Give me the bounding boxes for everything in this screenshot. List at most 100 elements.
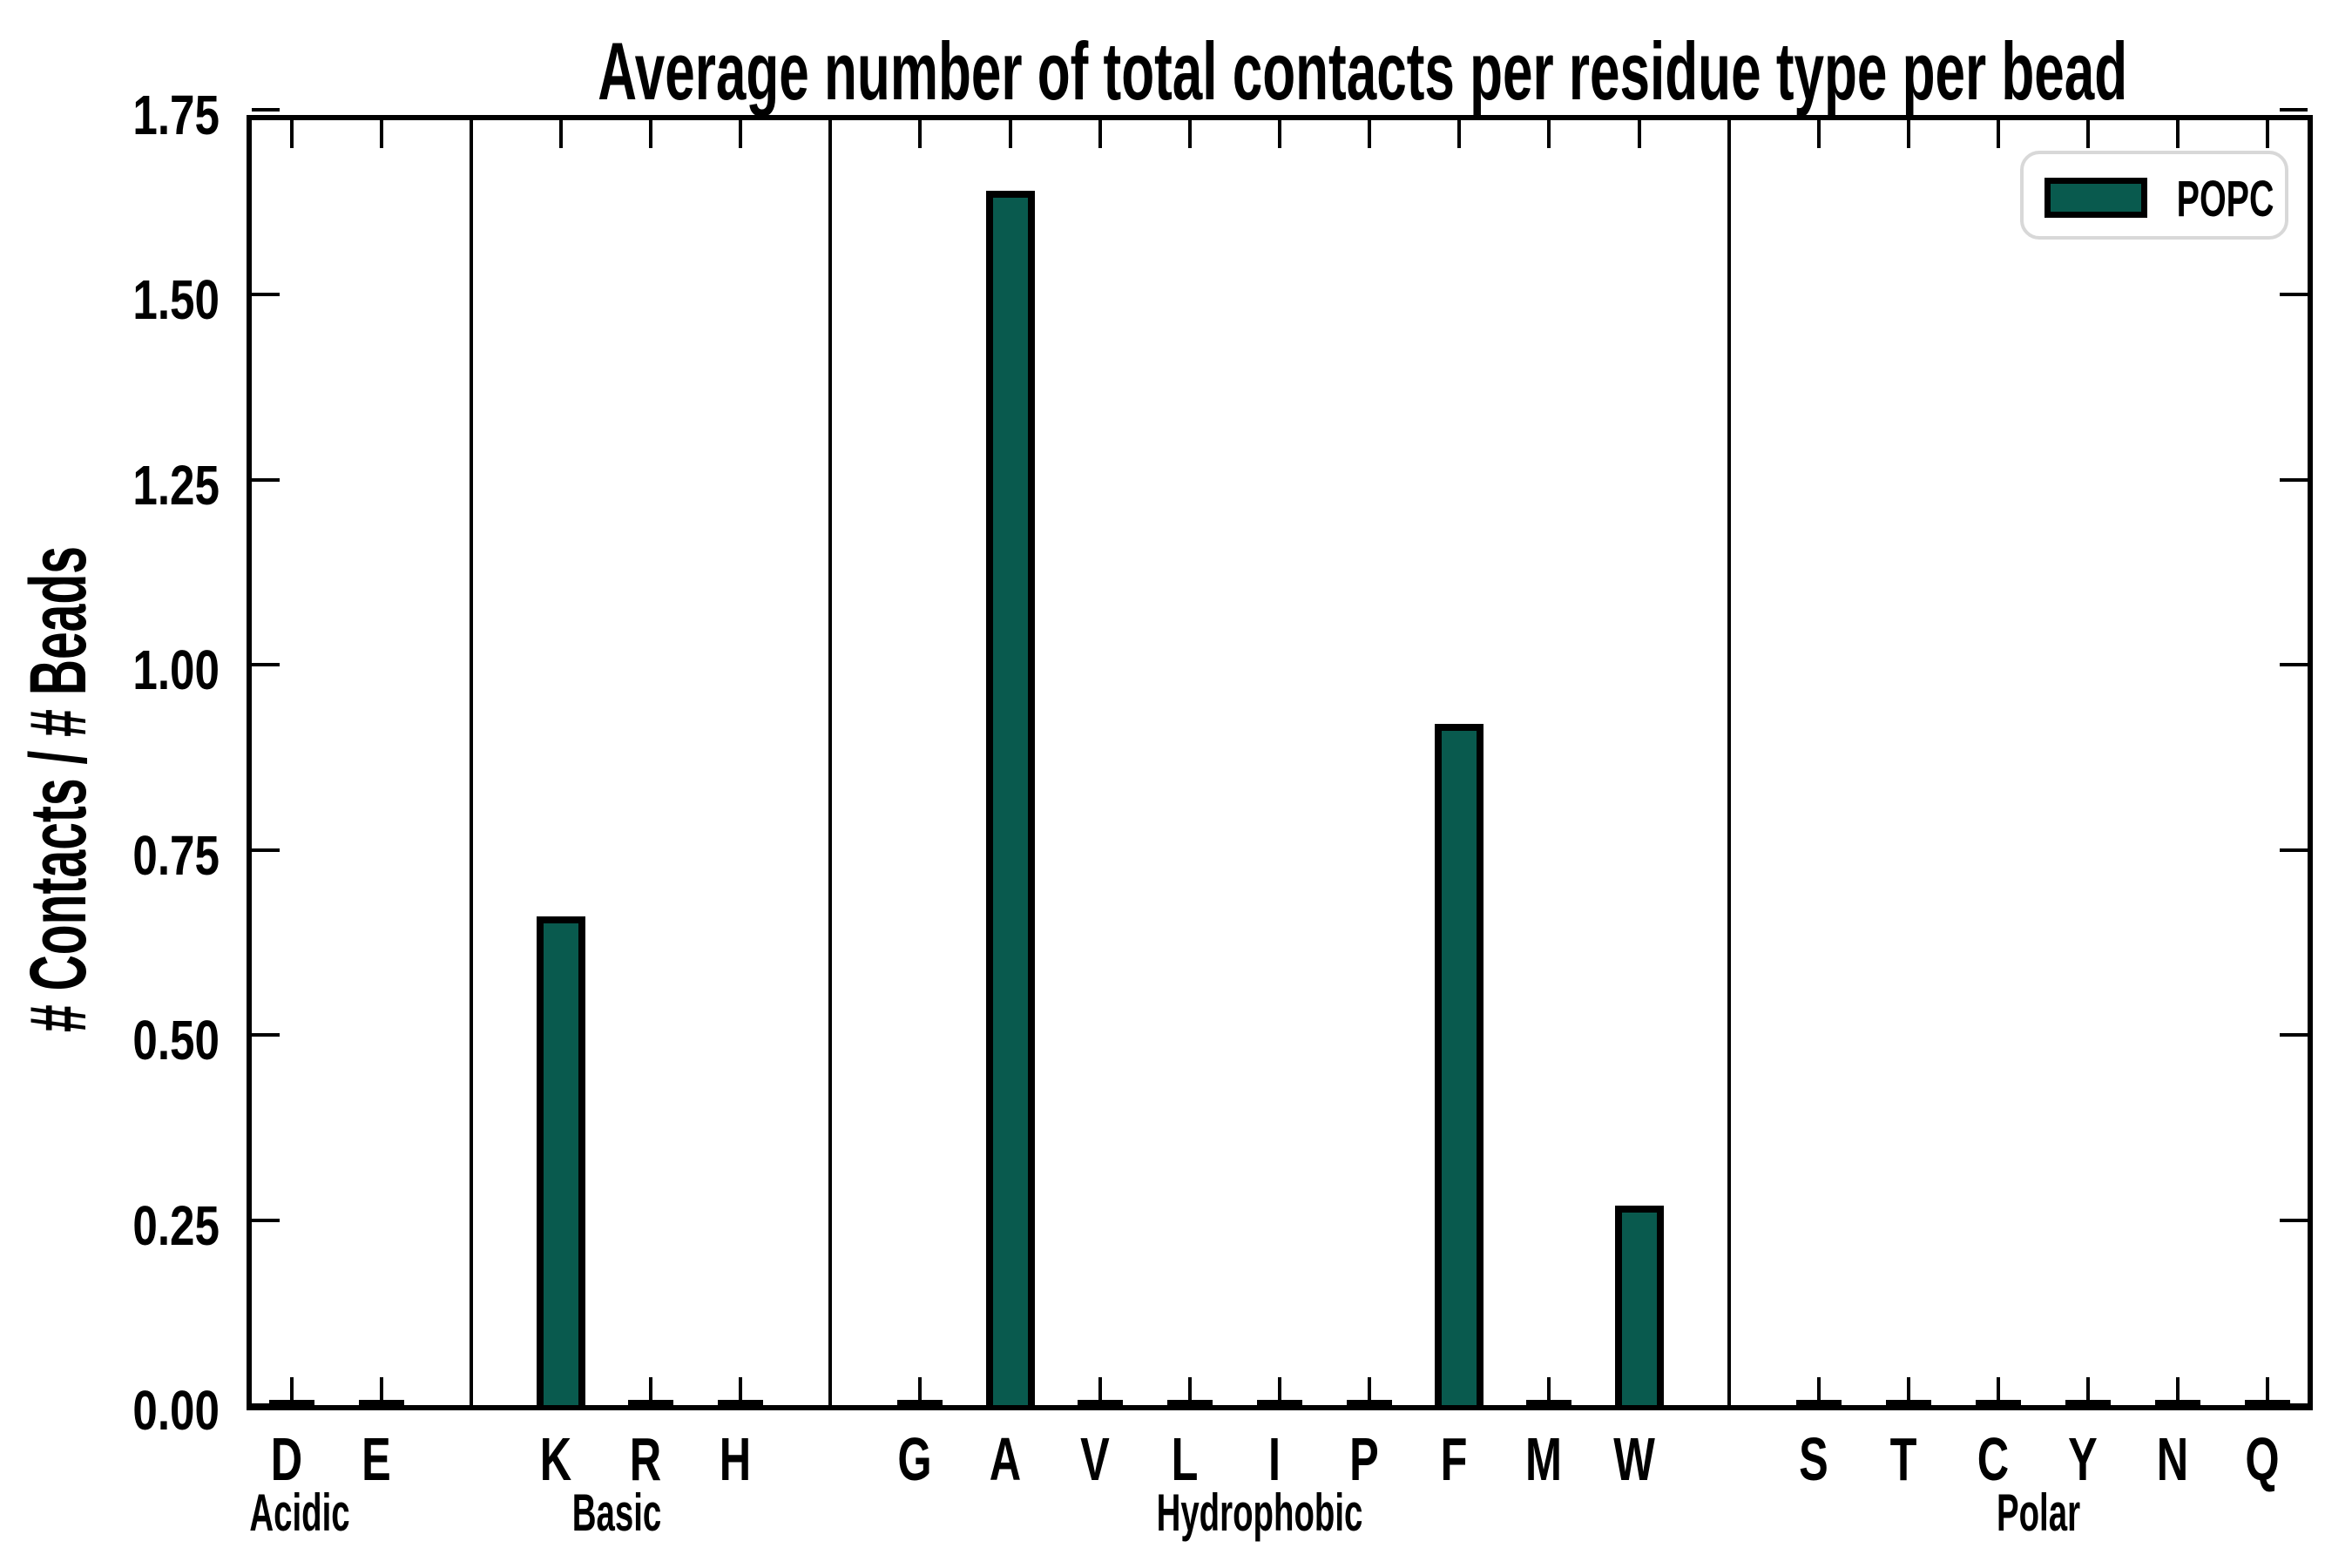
x-tick-label-F: F [1440, 1425, 1468, 1493]
x-tick-label-K: K [539, 1425, 572, 1493]
x-tick-label-N: N [2157, 1425, 2189, 1493]
x-tick [739, 1377, 743, 1405]
group-separator [828, 120, 833, 1405]
x-tick-label-Q: Q [2245, 1425, 2281, 1493]
x-tick [2086, 1377, 2091, 1405]
y-tick [252, 477, 280, 482]
y-tick-label: 1.75 [132, 84, 220, 146]
x-tick [2176, 1377, 2180, 1405]
y-tick [252, 108, 280, 112]
zero-bar-E [358, 1400, 404, 1405]
group-separator [469, 120, 473, 1405]
x-tick [1547, 1377, 1551, 1405]
bar-F [1435, 724, 1484, 1405]
x-tick [918, 1377, 923, 1405]
x-tick-top [649, 120, 653, 148]
y-tick-label: 0.75 [132, 823, 220, 887]
x-tick-top [1008, 120, 1012, 148]
zero-bar-Q [2245, 1400, 2291, 1405]
plot-canvas [252, 108, 2308, 1407]
x-tick-top [1997, 120, 2001, 148]
x-tick-top [558, 120, 563, 148]
group-label-basic: Basic [571, 1484, 662, 1542]
x-tick [2266, 1377, 2270, 1405]
zero-bar-D [268, 1400, 314, 1405]
x-tick-top [1098, 120, 1102, 148]
group-label-hydrophobic: Hydrophobic [1156, 1484, 1363, 1542]
group-label-polar: Polar [1996, 1484, 2081, 1542]
legend-label: POPC [2176, 171, 2274, 227]
y-tick-label: 1.25 [132, 453, 220, 517]
zero-bar-T [1885, 1400, 1931, 1405]
y-tick [252, 848, 280, 852]
y-tick-right [2280, 477, 2308, 482]
bar-W [1614, 1206, 1664, 1405]
x-tick-top [2266, 120, 2270, 148]
y-axis-tick-labels: 0.00 0.25 0.50 0.75 1.00 1.25 1.50 1.75 [0, 87, 228, 1438]
x-tick-top [2086, 120, 2091, 148]
x-tick-top [1187, 120, 1192, 148]
y-tick-label: 0.50 [132, 1009, 220, 1072]
x-tick-top [1816, 120, 1821, 148]
y-tick-right [2280, 1033, 2308, 1037]
bar-K [536, 916, 585, 1405]
x-tick-label-V: V [1079, 1425, 1110, 1493]
x-tick-top [1368, 120, 1372, 148]
x-tick-label-H: H [720, 1425, 752, 1493]
zero-bar-L [1166, 1400, 1213, 1405]
x-tick [1906, 1377, 1910, 1405]
y-tick-label: 1.50 [132, 268, 220, 332]
y-tick [252, 663, 280, 667]
x-tick [1098, 1377, 1102, 1405]
x-tick-label-L: L [1171, 1425, 1199, 1493]
x-tick [1187, 1377, 1192, 1405]
x-tick [289, 1377, 294, 1405]
zero-bar-N [2155, 1400, 2201, 1405]
y-tick-label: 0.25 [132, 1193, 220, 1257]
x-tick-label-E: E [361, 1425, 391, 1493]
y-tick [252, 1033, 280, 1037]
y-tick-label: 1.00 [132, 639, 220, 702]
zero-bar-C [1976, 1400, 2022, 1405]
zero-bar-S [1795, 1400, 1842, 1405]
x-tick-label-T: T [1889, 1425, 1917, 1493]
group-label-acidic: Acidic [249, 1484, 350, 1542]
x-tick [1278, 1377, 1281, 1405]
y-tick-right [2280, 848, 2308, 852]
y-tick-label: 0.00 [132, 1379, 220, 1442]
zero-bar-H [718, 1400, 764, 1405]
x-tick-label-S: S [1798, 1425, 1828, 1493]
x-tick-label-G: G [897, 1425, 933, 1493]
x-tick-label-C: C [1977, 1425, 2010, 1493]
y-tick-right [2280, 1218, 2308, 1222]
x-tick-top [1278, 120, 1281, 148]
x-tick-top [739, 120, 743, 148]
y-tick-right [2280, 663, 2308, 667]
zero-bar-Y [2065, 1400, 2112, 1405]
x-tick-top [918, 120, 923, 148]
x-tick-top [1637, 120, 1641, 148]
x-tick [1368, 1377, 1372, 1405]
y-tick [252, 293, 280, 297]
x-tick-top [2176, 120, 2180, 148]
x-tick-label-Y: Y [2068, 1425, 2098, 1493]
bar-A [985, 191, 1035, 1405]
x-tick-label-I: I [1267, 1425, 1281, 1493]
zero-bar-V [1077, 1400, 1123, 1405]
x-tick-top [379, 120, 383, 148]
x-tick [379, 1377, 383, 1405]
y-tick-right [2280, 293, 2308, 297]
legend-box: POPC [2020, 151, 2288, 240]
x-tick-top [1457, 120, 1462, 148]
x-tick-top [1906, 120, 1910, 148]
zero-bar-G [897, 1400, 943, 1405]
x-tick [1997, 1377, 2001, 1405]
x-tick [1816, 1377, 1821, 1405]
y-tick-right [2280, 108, 2308, 112]
x-tick-label-A: A [989, 1425, 1021, 1493]
plot-area [247, 108, 2313, 1410]
zero-bar-I [1257, 1400, 1302, 1405]
residue-group-labels: Acidic Basic Hydrophobic Polar [0, 1486, 2352, 1556]
y-tick-right [2280, 1403, 2308, 1407]
